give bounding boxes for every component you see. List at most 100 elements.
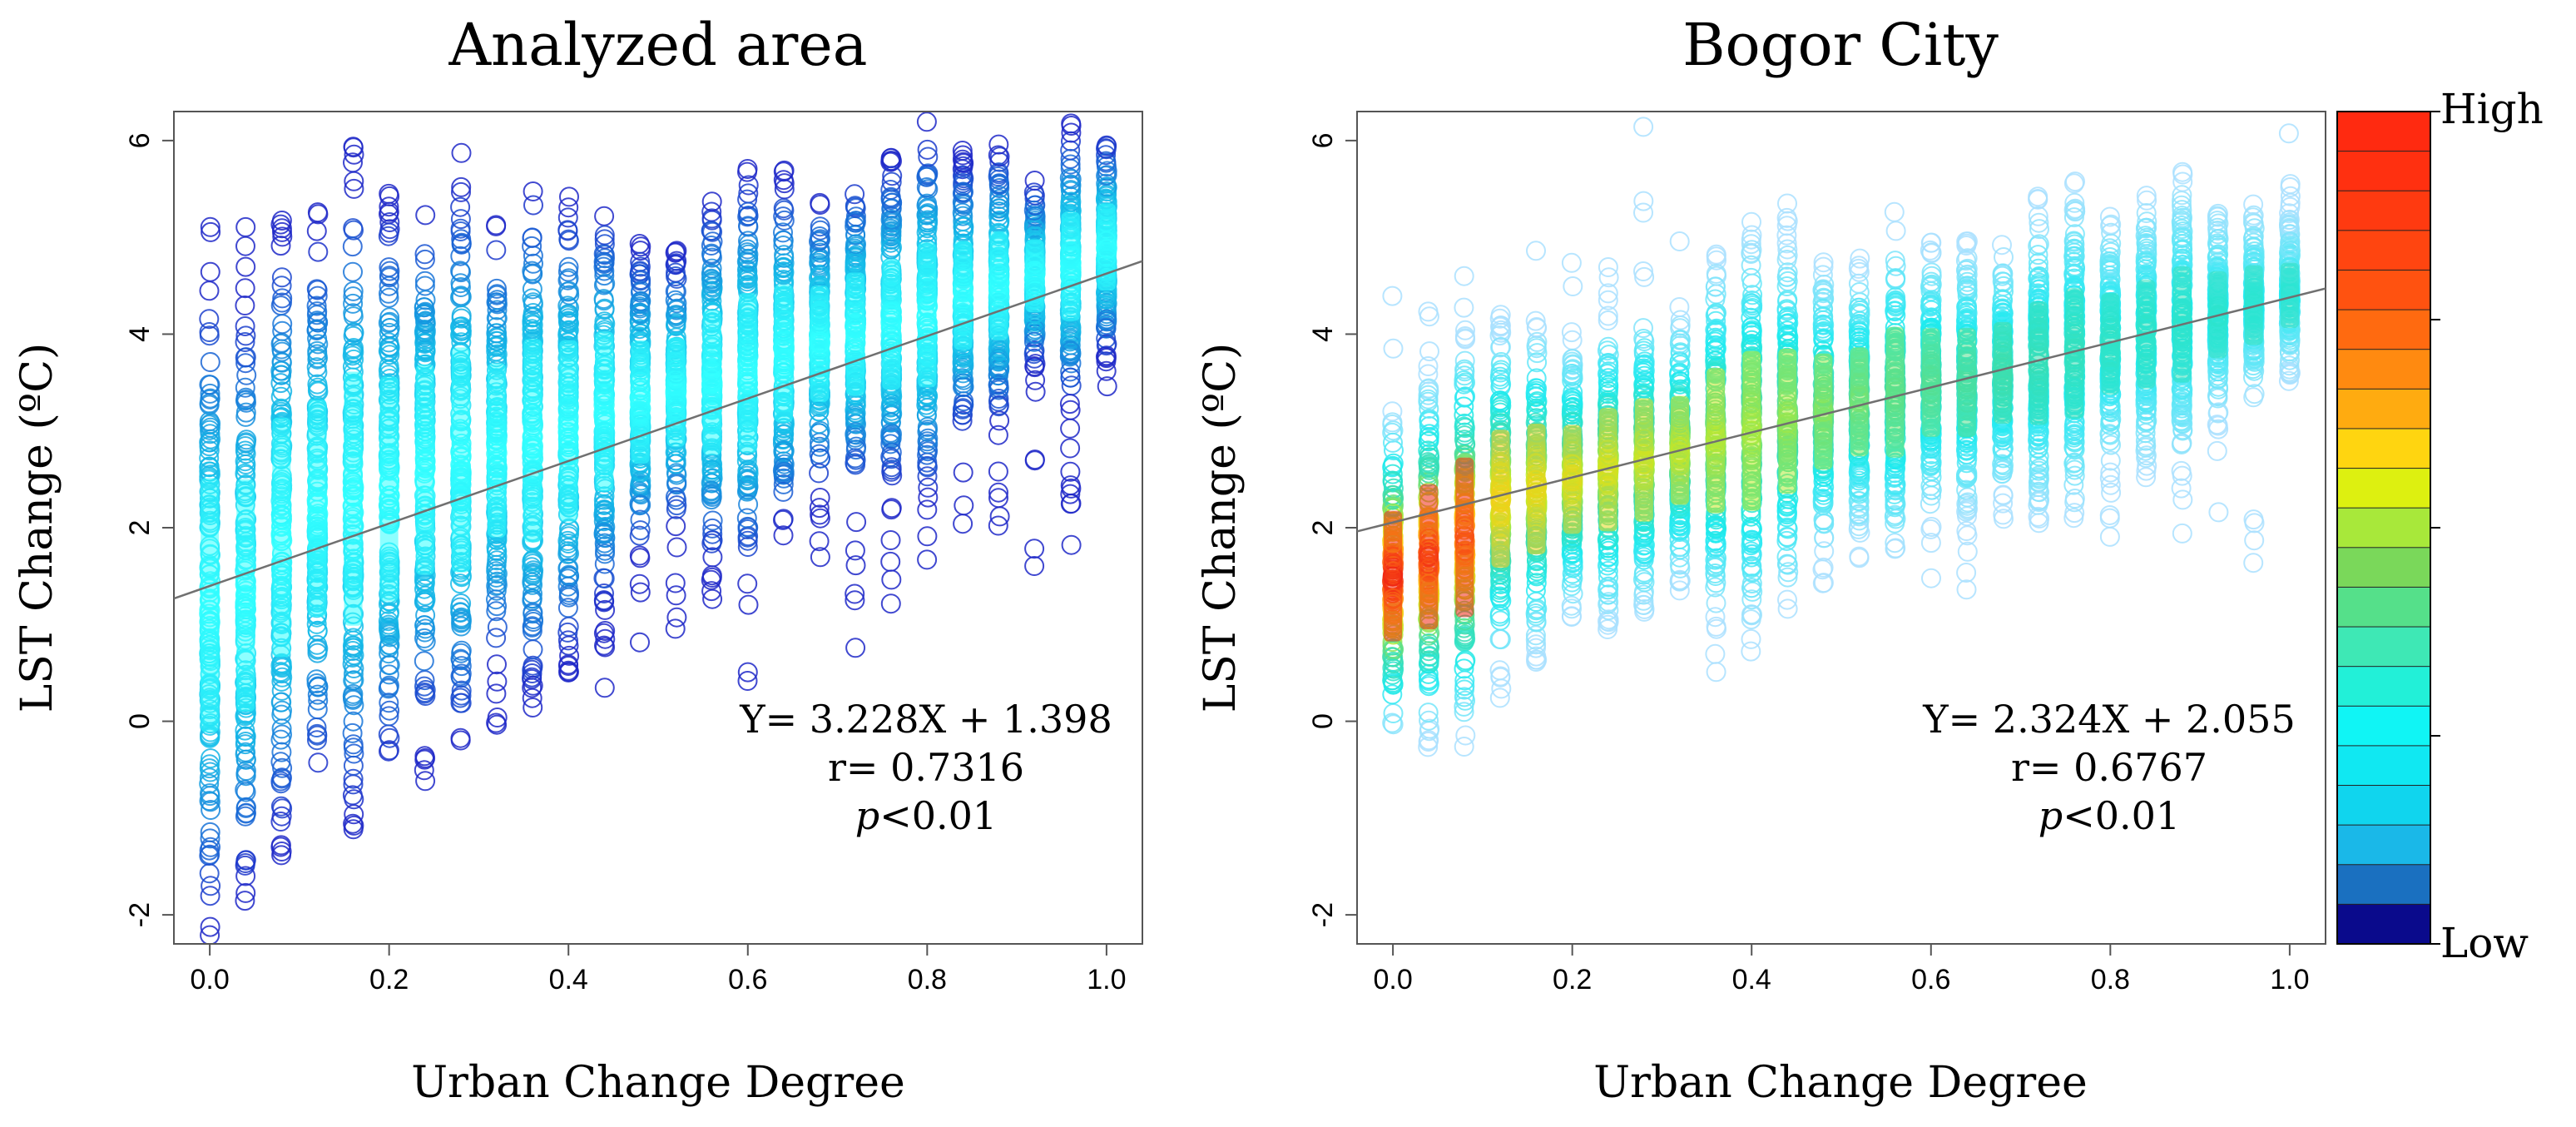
data-point bbox=[379, 212, 400, 232]
data-point bbox=[487, 300, 508, 320]
data-point bbox=[235, 332, 255, 352]
data-point bbox=[235, 866, 256, 886]
data-point bbox=[343, 768, 364, 789]
data-point bbox=[344, 743, 364, 764]
data-point bbox=[201, 800, 221, 820]
data-point bbox=[1382, 285, 1403, 306]
data-point bbox=[989, 410, 1010, 431]
data-point bbox=[701, 569, 721, 590]
data-point bbox=[415, 290, 436, 310]
data-point bbox=[666, 607, 687, 628]
data-point bbox=[916, 177, 937, 197]
data-point bbox=[379, 664, 399, 685]
data-point bbox=[1454, 630, 1475, 651]
data-point bbox=[1060, 341, 1081, 362]
data-point bbox=[308, 752, 329, 773]
data-point bbox=[631, 484, 651, 505]
density-core bbox=[1061, 211, 1080, 321]
data-point bbox=[737, 527, 758, 548]
data-point bbox=[1526, 592, 1547, 612]
data-point bbox=[451, 181, 471, 202]
data-point bbox=[557, 568, 578, 589]
data-point bbox=[594, 252, 615, 273]
data-point bbox=[307, 730, 327, 751]
data-point bbox=[810, 192, 830, 213]
data-point bbox=[738, 459, 759, 480]
data-point bbox=[199, 322, 220, 342]
data-point bbox=[450, 573, 470, 594]
data-point bbox=[988, 482, 1008, 503]
data-point bbox=[738, 175, 759, 196]
data-point bbox=[953, 172, 973, 193]
y-tick-label: 4 bbox=[124, 326, 156, 342]
data-point bbox=[630, 241, 651, 261]
data-point bbox=[414, 326, 435, 347]
data-point bbox=[523, 181, 543, 201]
data-point bbox=[201, 748, 220, 769]
data-point bbox=[272, 292, 292, 313]
data-point bbox=[200, 754, 220, 775]
data-point bbox=[701, 208, 722, 229]
data-point bbox=[1489, 688, 1510, 708]
data-point bbox=[378, 678, 399, 699]
data-point bbox=[1490, 402, 1511, 423]
data-point bbox=[271, 845, 292, 866]
data-point bbox=[414, 651, 434, 672]
data-point bbox=[450, 316, 470, 337]
data-point bbox=[845, 422, 866, 443]
data-point bbox=[1454, 418, 1475, 439]
data-point bbox=[595, 544, 615, 564]
data-point bbox=[415, 771, 436, 792]
data-point bbox=[523, 264, 543, 285]
data-point bbox=[629, 495, 650, 516]
data-point bbox=[917, 139, 938, 160]
density-core bbox=[631, 340, 650, 464]
data-point bbox=[523, 565, 543, 586]
data-point bbox=[414, 249, 435, 270]
data-point bbox=[342, 236, 363, 257]
data-point bbox=[487, 541, 508, 562]
data-point bbox=[236, 392, 256, 413]
data-point bbox=[270, 373, 291, 394]
data-point bbox=[810, 220, 830, 241]
data-point bbox=[810, 436, 830, 457]
data-point bbox=[199, 375, 220, 395]
data-point bbox=[414, 628, 434, 648]
data-point bbox=[594, 554, 615, 574]
data-point bbox=[379, 740, 399, 761]
data-point bbox=[1024, 539, 1045, 559]
data-point bbox=[952, 405, 973, 425]
data-point bbox=[558, 197, 579, 218]
data-point bbox=[379, 183, 399, 204]
data-point bbox=[307, 684, 328, 705]
data-point bbox=[810, 547, 830, 568]
data-point bbox=[988, 395, 1009, 415]
data-point bbox=[1598, 267, 1619, 288]
data-point bbox=[414, 760, 434, 781]
data-point bbox=[557, 630, 578, 651]
data-point bbox=[1060, 335, 1081, 355]
data-point bbox=[630, 256, 651, 277]
data-point bbox=[845, 198, 866, 219]
data-point bbox=[1489, 660, 1510, 681]
data-point bbox=[845, 184, 865, 205]
data-point bbox=[880, 551, 901, 572]
data-point bbox=[1598, 310, 1618, 330]
data-point bbox=[954, 216, 974, 236]
data-point bbox=[1096, 166, 1117, 186]
density-core bbox=[1455, 457, 1474, 618]
data-point bbox=[523, 639, 543, 660]
data-point bbox=[199, 309, 220, 330]
data-point bbox=[522, 617, 542, 638]
data-point bbox=[1419, 341, 1439, 362]
data-point bbox=[666, 308, 687, 329]
data-point bbox=[882, 237, 902, 258]
data-point bbox=[1525, 310, 1546, 331]
data-point bbox=[343, 813, 364, 834]
data-point bbox=[738, 244, 759, 265]
data-point bbox=[451, 176, 472, 197]
data-point bbox=[487, 284, 508, 305]
density-core bbox=[1097, 203, 1116, 291]
data-point bbox=[630, 548, 651, 568]
data-point bbox=[773, 525, 794, 546]
